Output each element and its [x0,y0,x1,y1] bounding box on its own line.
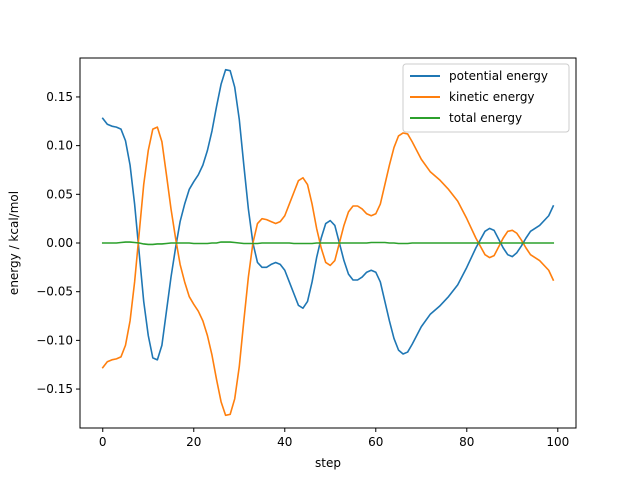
series-line-potential-energy [101,68,555,361]
x-tick-label: 0 [99,435,107,449]
y-tick-label: 0.10 [46,139,73,153]
legend-box [402,63,570,133]
legend-label-total-energy: total energy [449,111,522,125]
x-tick-label: 80 [459,435,474,449]
series-line-kinetic-energy [101,126,555,417]
y-axis-label: energy / kcal/mol [7,191,21,295]
y-tick-label: −0.15 [36,382,73,396]
x-axis: 0 20 40 60 80 100 [99,428,569,449]
x-tick-label: 60 [368,435,383,449]
y-tick-label: 0.15 [46,90,73,104]
x-tick-label: 100 [546,435,569,449]
y-tick-label: 0.05 [46,187,73,201]
legend-label-potential-energy: potential energy [449,69,548,83]
x-tick-label: 40 [277,435,292,449]
y-tick-label: −0.10 [36,333,73,347]
series-line-total-energy [101,241,555,246]
plot-lines [101,68,555,417]
x-tick-label: 20 [186,435,201,449]
y-tick-label: −0.05 [36,285,73,299]
legend: potential energy kinetic energy total en… [402,63,570,133]
y-tick-label: 0.00 [46,236,73,250]
x-axis-label: step [315,456,341,470]
y-axis: −0.15 −0.10 −0.05 0.00 0.05 0.10 0.15 [36,90,80,396]
legend-label-kinetic-energy: kinetic energy [449,90,535,104]
